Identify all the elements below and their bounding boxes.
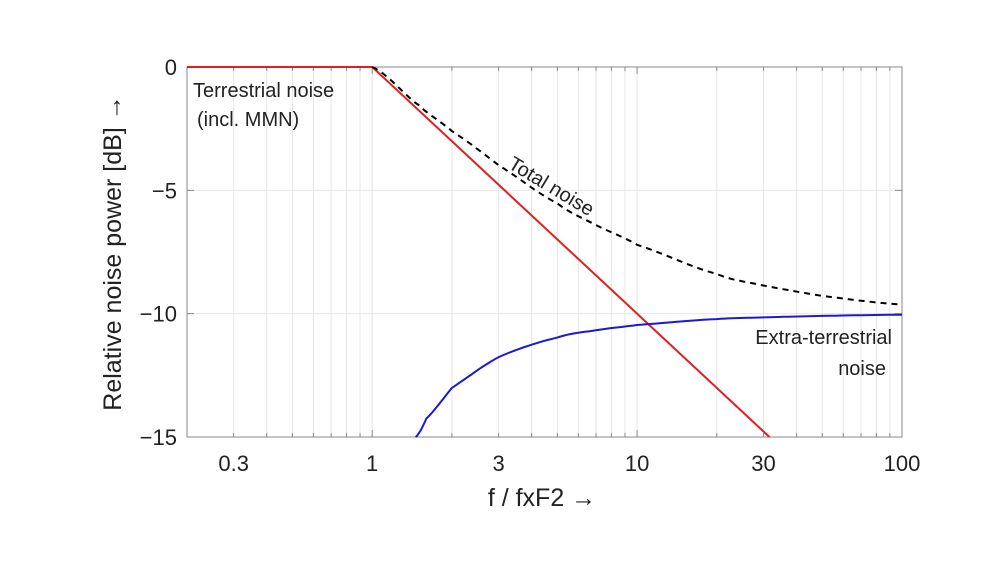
- x-tick-label: 0.3: [218, 451, 249, 476]
- x-tick-label: 30: [751, 451, 775, 476]
- annotation-total: Total noise: [504, 153, 597, 221]
- x-tick-label: 10: [625, 451, 649, 476]
- total-noise-line: [371, 66, 903, 306]
- y-axis-label: Relative noise power [dB] →: [99, 95, 127, 410]
- y-tick-label: −10: [140, 302, 177, 327]
- y-tick-label: 0: [165, 55, 177, 80]
- annotation-extra-1: Extra-terrestrial: [755, 327, 892, 349]
- grid: [187, 67, 902, 437]
- x-tick-label: 3: [492, 451, 504, 476]
- plot-frame: [186, 66, 903, 438]
- ticks: 0 −5 −10 −15 0.3 1 3 10 30 100: [140, 55, 921, 476]
- x-axis-label: f / fxF2 →: [488, 484, 596, 512]
- annotation-terrestrial-1: Terrestrial noise: [193, 80, 334, 102]
- y-tick-label: −5: [152, 178, 177, 203]
- x-tick-label: 100: [884, 451, 921, 476]
- y-tick-label: −15: [140, 425, 177, 450]
- annotation-extra-2: noise: [838, 358, 886, 380]
- x-tick-label: 1: [366, 451, 378, 476]
- annotation-terrestrial-2: (incl. MMN): [197, 109, 299, 131]
- series: [187, 66, 903, 438]
- extra-terrestrial-noise-line: [415, 313, 902, 438]
